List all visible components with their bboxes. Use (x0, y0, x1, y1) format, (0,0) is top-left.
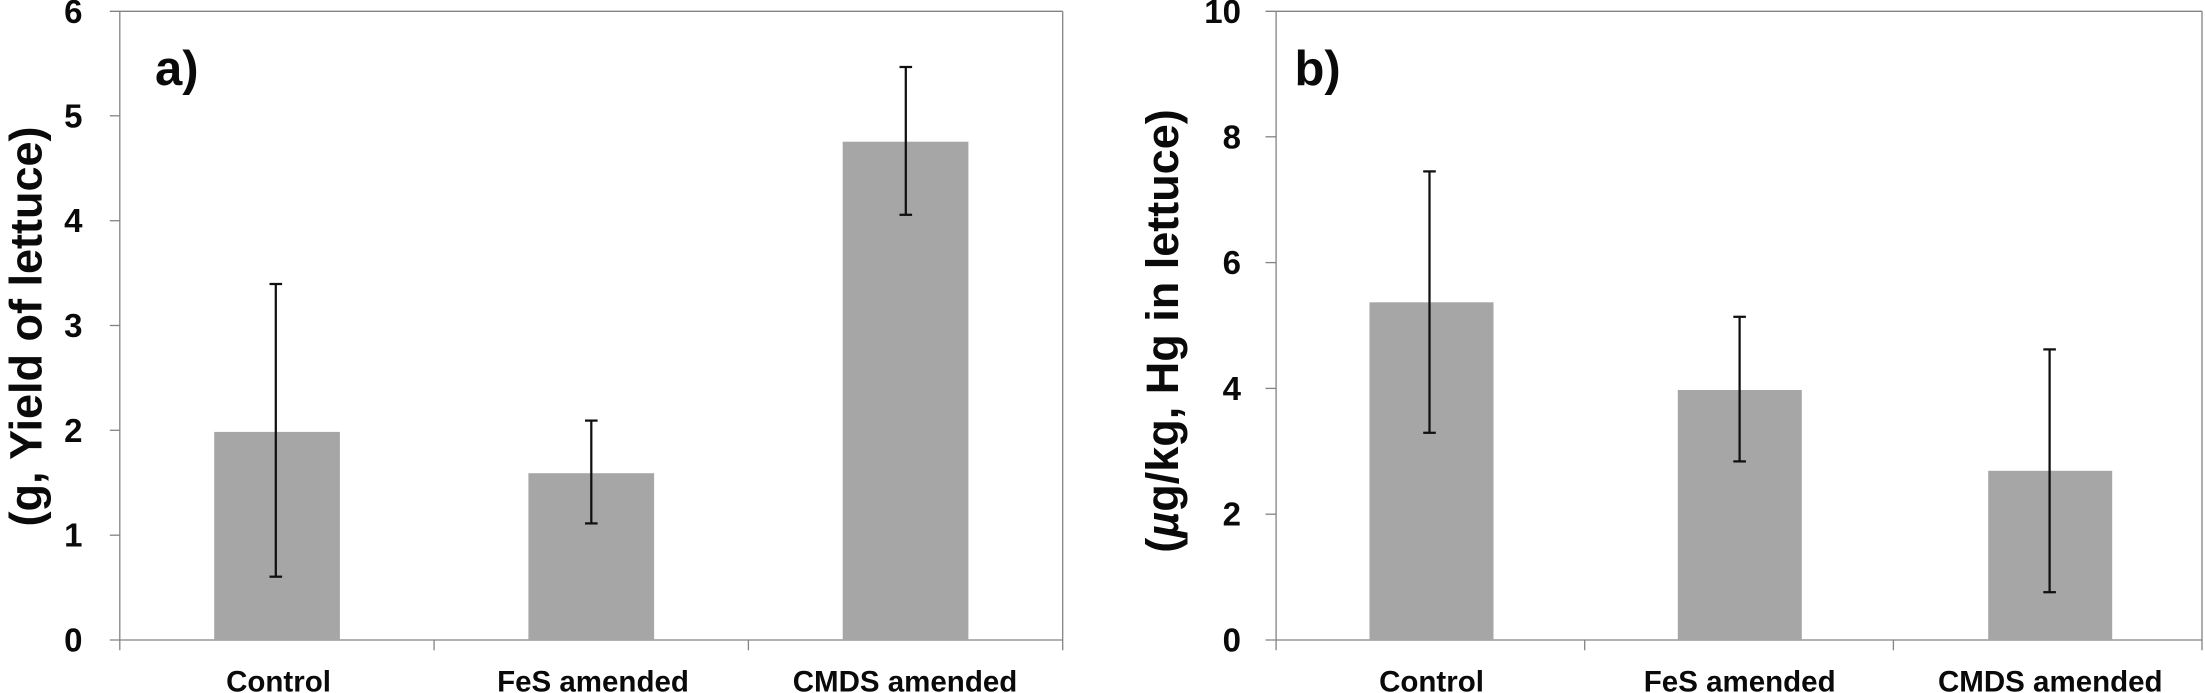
svg-text:8: 8 (1223, 118, 1241, 155)
svg-text:2: 2 (1223, 496, 1241, 533)
svg-text:FeS amended: FeS amended (1644, 666, 1836, 693)
svg-text:FeS amended: FeS amended (497, 666, 689, 693)
svg-text:Control: Control (226, 666, 331, 693)
svg-text:0: 0 (1223, 622, 1241, 659)
svg-text:5: 5 (64, 97, 82, 134)
svg-text:a): a) (155, 42, 199, 96)
svg-text:b): b) (1295, 42, 1341, 96)
svg-text:10: 10 (1204, 0, 1241, 30)
svg-text:(g, Yield of lettuce): (g, Yield of lettuce) (1, 126, 52, 526)
svg-text:1: 1 (64, 517, 82, 554)
svg-text:4: 4 (64, 202, 83, 239)
svg-text:Control: Control (1379, 666, 1484, 693)
svg-text:6: 6 (64, 0, 82, 30)
svg-text:6: 6 (1223, 244, 1241, 281)
svg-text:3: 3 (64, 307, 82, 344)
svg-text:2: 2 (64, 412, 82, 449)
svg-text:(µg/kg, Hg in lettuce): (µg/kg, Hg in lettuce) (1137, 109, 1188, 552)
svg-text:CMDS amended: CMDS amended (793, 666, 1018, 693)
svg-text:0: 0 (64, 622, 82, 659)
svg-text:CMDS amended: CMDS amended (1938, 666, 2163, 693)
svg-text:4: 4 (1223, 370, 1242, 407)
